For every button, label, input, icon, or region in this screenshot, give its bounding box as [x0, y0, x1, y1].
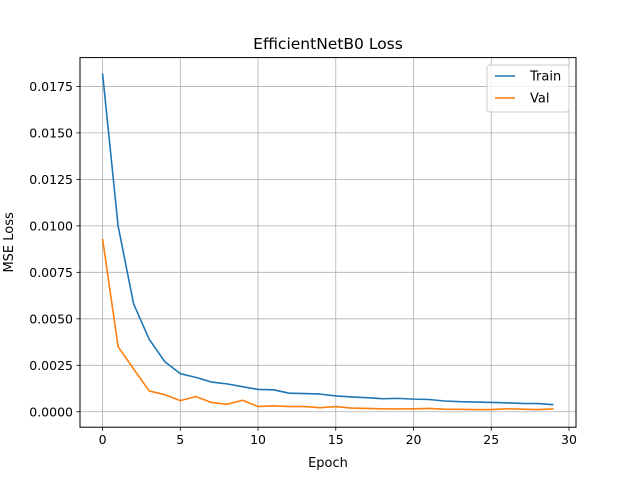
x-tick-label: 5 [176, 432, 184, 447]
legend-label-train: Train [529, 70, 561, 85]
series-lines [101, 73, 554, 411]
x-axis-label: Epoch [308, 456, 348, 471]
x-tick-label: 0 [99, 432, 107, 447]
legend: Train Val [486, 64, 570, 113]
y-tick-label: 0.0050 [29, 311, 73, 326]
x-tick-label: 15 [328, 432, 344, 447]
x-tick-label: 25 [483, 432, 499, 447]
y-tick-label: 0.0125 [29, 172, 73, 187]
y-tick-label: 0.0175 [29, 79, 73, 94]
x-tick-label: 30 [561, 432, 577, 447]
axis-ticks: 0 5 10 15 20 25 30 0.0000 0.0025 0.0050 0.0075 0.01… [29, 79, 577, 447]
plot-frame [79, 57, 577, 428]
y-tick-label: 0.0075 [29, 265, 73, 280]
y-tick-label: 0.0025 [29, 358, 73, 373]
y-axis-label: MSE Loss [2, 212, 17, 273]
chart-title: EfficientNetB0 Loss [253, 35, 403, 53]
series-line-val [101, 238, 554, 411]
y-tick-label: 0.0100 [29, 218, 73, 233]
y-tick-label: 0.0000 [29, 404, 73, 419]
y-tick-label: 0.0150 [29, 125, 73, 140]
series-line-train [101, 73, 554, 406]
x-tick-label: 10 [250, 432, 266, 447]
x-tick-label: 20 [406, 432, 422, 447]
legend-label-val: Val [530, 92, 549, 107]
grid [80, 57, 576, 428]
